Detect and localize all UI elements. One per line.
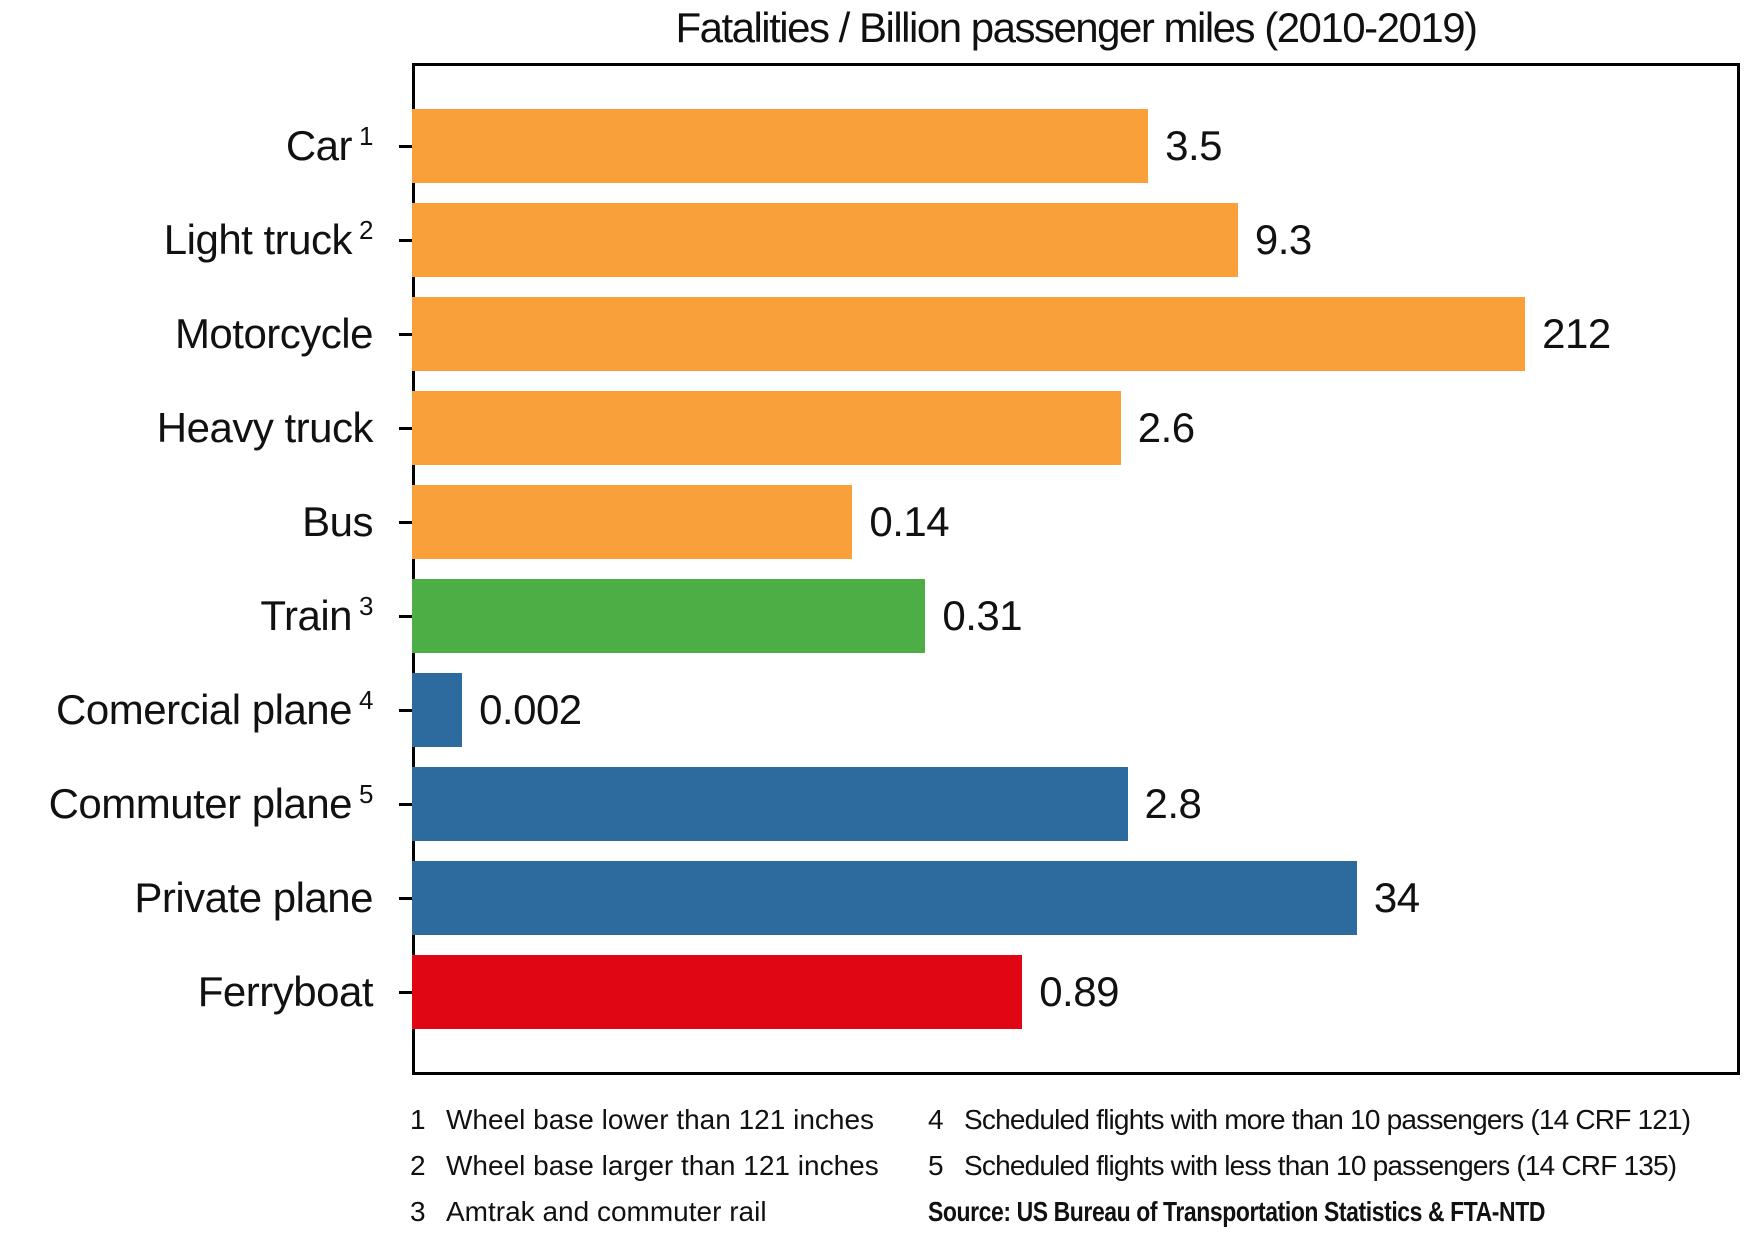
category-label: Comercial plane 4 bbox=[0, 673, 412, 747]
value-label: 9.3 bbox=[1254, 216, 1312, 263]
bar-track: 2.6 bbox=[412, 391, 1740, 465]
category-label: Commuter plane 5 bbox=[0, 767, 412, 841]
category-label: Train 3 bbox=[0, 579, 412, 653]
axis-tick bbox=[399, 708, 412, 712]
axis-tick bbox=[399, 144, 412, 148]
bar-track: 34 bbox=[412, 861, 1740, 935]
bar-row: Motorcycle 212 bbox=[0, 297, 1740, 371]
axis-tick bbox=[399, 332, 412, 336]
category-label: Bus bbox=[0, 485, 412, 559]
footnote-superscript: 2 bbox=[359, 215, 373, 245]
value-label: 0.14 bbox=[869, 498, 950, 545]
bar-row: Train 3 0.31 bbox=[0, 579, 1740, 653]
footnote-superscript: 4 bbox=[359, 685, 373, 715]
axis-tick bbox=[399, 614, 412, 618]
axis-tick bbox=[399, 802, 412, 806]
axis-tick bbox=[399, 426, 412, 430]
category-label-text: Heavy truck bbox=[156, 404, 374, 451]
bar bbox=[412, 391, 1121, 465]
bar bbox=[412, 767, 1128, 841]
bar-track: 0.31 bbox=[412, 579, 1740, 653]
category-label-text: Bus bbox=[302, 498, 373, 545]
value-label: 0.31 bbox=[942, 592, 1023, 639]
bar-row: Commuter plane 5 2.8 bbox=[0, 767, 1740, 841]
axis-tick bbox=[399, 990, 412, 994]
bar bbox=[412, 485, 853, 559]
value-label: 3.5 bbox=[1165, 122, 1222, 169]
footnote-text: Wheel base larger than 121 inches bbox=[446, 1150, 879, 1181]
bar-row: Heavy truck 2.6 bbox=[0, 391, 1740, 465]
footnote-number: 5 bbox=[928, 1150, 944, 1181]
category-label-text: Ferryboat bbox=[197, 968, 374, 1015]
value-label: 34 bbox=[1373, 874, 1420, 921]
footnote-item: 5 Scheduled flights with less than 10 pas… bbox=[928, 1143, 1690, 1189]
bar-row: Ferryboat 0.89 bbox=[0, 955, 1740, 1029]
category-label-text: Light truck 2 bbox=[163, 215, 374, 263]
axis-tick bbox=[399, 520, 412, 524]
bar-track: 2.8 bbox=[412, 767, 1740, 841]
bar-track: 212 bbox=[412, 297, 1740, 371]
bar bbox=[412, 109, 1149, 183]
value-label: 2.6 bbox=[1137, 404, 1195, 451]
category-label: Heavy truck bbox=[0, 391, 412, 465]
value-label: 0.002 bbox=[479, 686, 582, 733]
bar bbox=[412, 203, 1238, 277]
bar bbox=[412, 955, 1023, 1029]
footnote-number: 2 bbox=[410, 1150, 426, 1181]
value-label: 2.8 bbox=[1144, 780, 1202, 827]
chart-title: Fatalities / Billion passenger miles (20… bbox=[675, 4, 1478, 51]
footnote-item: 1 Wheel base lower than 121 inches bbox=[410, 1097, 879, 1143]
bar-track: 0.002 bbox=[412, 673, 1740, 747]
category-label-text: Motorcycle bbox=[174, 310, 374, 357]
footnote-item: 3 Amtrak and commuter rail bbox=[410, 1189, 879, 1235]
footnotes-right: 4 Scheduled flights with more than 10 pas… bbox=[928, 1097, 1691, 1235]
category-label: Car 1 bbox=[0, 109, 412, 183]
bar-track: 0.14 bbox=[412, 485, 1740, 559]
category-label-text: Train 3 bbox=[260, 591, 373, 639]
bar-row: Bus 0.14 bbox=[0, 485, 1740, 559]
bar bbox=[412, 861, 1357, 935]
footnote-number: 1 bbox=[410, 1104, 426, 1135]
footnote-text: Scheduled flights with less than 10 pass… bbox=[964, 1150, 1677, 1181]
category-label: Motorcycle bbox=[0, 297, 412, 371]
footnote-item: 4 Scheduled flights with more than 10 pas… bbox=[928, 1097, 1691, 1143]
footnote-text: Scheduled flights with more than 10 pass… bbox=[964, 1104, 1691, 1135]
footnote-superscript: 1 bbox=[359, 121, 373, 151]
bar-track: 3.5 bbox=[412, 109, 1740, 183]
bar bbox=[412, 579, 926, 653]
bar-track: 0.89 bbox=[412, 955, 1740, 1029]
plot-area bbox=[412, 63, 1740, 1075]
category-label: Light truck 2 bbox=[0, 203, 412, 277]
bar-row: Light truck 2 9.3 bbox=[0, 203, 1740, 277]
footnote-number: 3 bbox=[410, 1196, 426, 1227]
axis-tick bbox=[399, 238, 412, 242]
value-label: 212 bbox=[1542, 310, 1611, 357]
footnote-superscript: 5 bbox=[359, 779, 373, 809]
category-label: Private plane bbox=[0, 861, 412, 935]
category-label-text: Private plane bbox=[134, 874, 373, 921]
category-label-text: Car 1 bbox=[285, 121, 374, 169]
bar-track: 9.3 bbox=[412, 203, 1740, 277]
footnote-number: 4 bbox=[928, 1104, 944, 1135]
source-line: Source: US Bureau of Transportation Stat… bbox=[928, 1189, 1690, 1235]
category-label: Ferryboat bbox=[0, 955, 412, 1029]
category-label-text: Comercial plane 4 bbox=[56, 685, 373, 733]
axis-tick bbox=[399, 896, 412, 900]
bar-rows: Car 1 3.5 Light truck 2 9.3 Motorcycle 212 Heavy… bbox=[0, 63, 1740, 1075]
footnote-text: Amtrak and commuter rail bbox=[446, 1196, 767, 1227]
category-label-text: Commuter plane 5 bbox=[48, 779, 374, 827]
bar bbox=[412, 297, 1526, 371]
footnote-superscript: 3 bbox=[359, 591, 373, 621]
bar bbox=[412, 673, 463, 747]
footnotes-left: 1 Wheel base lower than 121 inches 2 Wheel … bbox=[410, 1097, 879, 1235]
source-credit: Source: US Bureau of Transportation Stat… bbox=[928, 1196, 1546, 1227]
bar-row: Car 1 3.5 bbox=[0, 109, 1740, 183]
bar-row: Private plane 34 bbox=[0, 861, 1740, 935]
bar-row: Comercial plane 4 0.002 bbox=[0, 673, 1740, 747]
value-label: 0.89 bbox=[1039, 968, 1119, 1015]
footnote-text: Wheel base lower than 121 inches bbox=[446, 1104, 875, 1135]
footnote-item: 2 Wheel base larger than 121 inches bbox=[410, 1143, 879, 1189]
